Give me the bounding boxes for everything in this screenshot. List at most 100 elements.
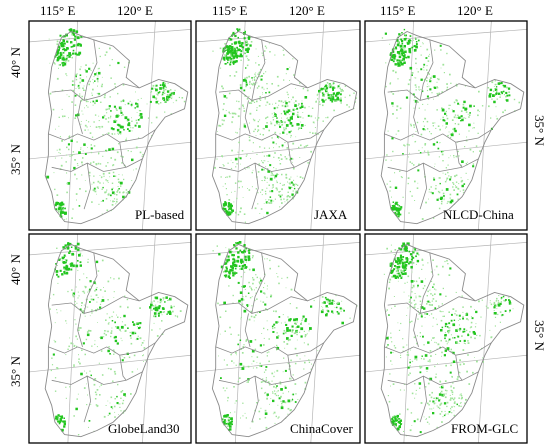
vegetation-pixel: [393, 258, 396, 261]
vegetation-pixel: [293, 109, 295, 111]
vegetation-pixel: [116, 194, 118, 196]
vegetation-pixel: [252, 150, 254, 152]
vegetation-pixel: [95, 260, 99, 264]
vegetation-pixel: [283, 184, 285, 186]
vegetation-pixel: [141, 155, 143, 157]
vegetation-pixel: [327, 92, 329, 94]
vegetation-pixel: [399, 418, 401, 420]
vegetation-pixel: [97, 68, 99, 70]
vegetation-pixel: [295, 191, 297, 193]
vegetation-pixel: [112, 380, 114, 382]
vegetation-pixel: [277, 394, 279, 397]
vegetation-pixel: [228, 285, 230, 287]
vegetation-pixel: [415, 38, 417, 40]
vegetation-pixel: [81, 110, 83, 112]
vegetation-pixel: [400, 322, 402, 325]
vegetation-pixel: [502, 295, 505, 298]
vegetation-pixel: [110, 194, 112, 197]
vegetation-pixel: [242, 197, 244, 198]
vegetation-pixel: [120, 325, 124, 329]
vegetation-pixel: [427, 150, 429, 152]
vegetation-pixel: [126, 118, 130, 122]
vegetation-pixel: [283, 110, 286, 113]
vegetation-pixel: [278, 100, 280, 102]
vegetation-pixel: [120, 397, 122, 399]
vegetation-pixel: [81, 161, 83, 164]
vegetation-pixel: [274, 393, 277, 395]
vegetation-pixel: [432, 122, 434, 124]
vegetation-pixel: [112, 171, 115, 174]
vegetation-pixel: [162, 91, 164, 94]
vegetation-pixel: [81, 291, 83, 292]
vegetation-pixel: [84, 180, 86, 181]
vegetation-pixel: [409, 361, 411, 364]
vegetation-pixel: [432, 337, 434, 339]
vegetation-pixel: [427, 341, 430, 344]
vegetation-pixel: [111, 59, 113, 61]
vegetation-pixel: [67, 56, 69, 58]
vegetation-pixel: [85, 338, 88, 341]
vegetation-pixel: [336, 98, 339, 101]
vegetation-pixel: [390, 159, 392, 161]
vegetation-pixel: [229, 75, 231, 77]
vegetation-pixel: [411, 360, 414, 363]
vegetation-pixel: [231, 43, 233, 45]
vegetation-pixel: [111, 315, 113, 318]
vegetation-pixel: [435, 399, 437, 401]
map-panel: ChinaCover: [195, 233, 361, 444]
vegetation-pixel: [240, 260, 243, 263]
vegetation-pixel: [421, 325, 423, 327]
vegetation-pixel: [167, 299, 170, 301]
vegetation-pixel: [448, 274, 451, 276]
vegetation-pixel: [448, 339, 449, 341]
vegetation-pixel: [286, 117, 289, 119]
vegetation-pixel: [229, 277, 231, 279]
vegetation-pixel: [257, 129, 260, 131]
vegetation-pixel: [407, 177, 410, 179]
vegetation-pixel: [265, 199, 267, 201]
vegetation-pixel: [459, 104, 461, 106]
vegetation-pixel: [110, 368, 112, 371]
vegetation-pixel: [322, 87, 325, 90]
vegetation-pixel: [430, 191, 432, 194]
vegetation-pixel: [296, 321, 298, 323]
vegetation-pixel: [224, 208, 226, 211]
vegetation-pixel: [518, 101, 521, 104]
vegetation-pixel: [134, 124, 137, 127]
vegetation-pixel: [228, 58, 231, 61]
vegetation-pixel: [121, 162, 123, 164]
vegetation-pixel: [494, 304, 496, 307]
vegetation-pixel: [84, 315, 86, 317]
vegetation-pixel: [104, 54, 107, 56]
province-boundaries: [380, 30, 525, 225]
vegetation-pixel: [329, 85, 331, 87]
vegetation-pixel: [295, 109, 297, 110]
province-boundary: [387, 371, 479, 385]
vegetation-pixel: [238, 107, 241, 110]
map-panel: JAXA: [195, 20, 361, 231]
vegetation-pixel: [509, 311, 511, 313]
vegetation-pixel: [92, 189, 95, 191]
vegetation-pixel: [172, 92, 175, 95]
vegetation-pixel: [59, 212, 62, 215]
vegetation-pixel: [117, 133, 120, 135]
vegetation-pixel: [65, 264, 68, 267]
vegetation-pixel: [281, 277, 283, 279]
vegetation-pixel: [239, 157, 242, 160]
vegetation-pixel: [94, 114, 97, 116]
vegetation-pixel: [107, 121, 110, 123]
vegetation-pixel: [105, 319, 107, 321]
vegetation-pixel: [246, 304, 249, 306]
vegetation-pixel: [212, 250, 214, 252]
vegetation-pixel: [502, 111, 504, 114]
vegetation-pixel: [445, 340, 447, 342]
vegetation-pixel: [472, 371, 474, 374]
vegetation-pixel: [402, 272, 405, 275]
vegetation-pixel: [64, 45, 66, 47]
vegetation-pixel: [443, 394, 445, 396]
vegetation-pixel: [59, 204, 62, 207]
vegetation-pixel: [95, 404, 98, 406]
vegetation-pixel: [252, 277, 254, 279]
panel-label: ChinaCover: [290, 421, 353, 436]
vegetation-pixel: [78, 361, 80, 363]
